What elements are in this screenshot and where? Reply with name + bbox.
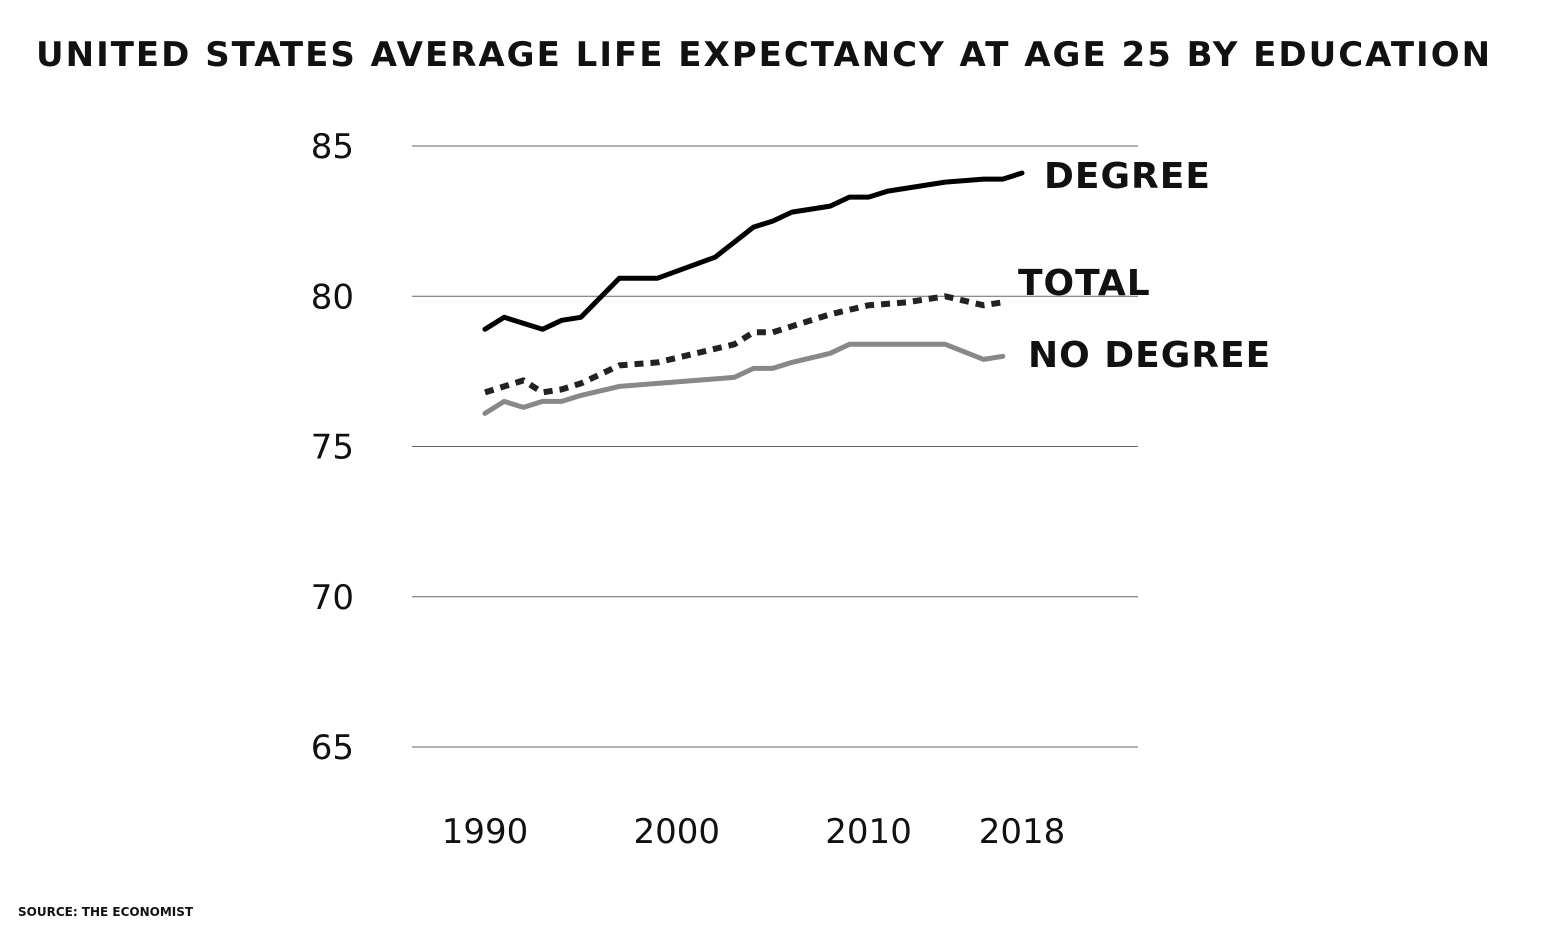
x-tick-label: 2010 [825,812,912,852]
y-tick-label: 70 [311,578,354,618]
y-tick-label: 85 [311,127,354,167]
x-tick-label: 1990 [442,812,529,852]
y-axis-tick-labels: 85 80 75 70 65 [311,127,354,768]
series-line-total [484,293,1004,396]
series-lines [482,170,1025,416]
x-axis-tick-labels: 1990 2000 2010 2018 [442,812,1066,852]
series-label: DEGREE [1044,156,1211,197]
series-label: NO DEGREE [1028,335,1271,376]
y-tick-label: 80 [311,277,354,317]
chart-title: UNITED STATES AVERAGE LIFE EXPECTANCY AT… [36,35,1492,75]
y-tick-label: 65 [311,728,354,768]
y-tick-label: 75 [311,428,354,468]
series-labels: DEGREE TOTAL NO DEGREE [1018,156,1271,376]
series-label: TOTAL [1018,263,1151,304]
series-line-degree [482,170,1025,332]
source-note: SOURCE: THE ECONOMIST [18,905,194,919]
gridlines [412,145,1138,748]
x-tick-label: 2000 [634,812,721,852]
x-tick-label: 2018 [979,812,1066,852]
series-line-no-degree [482,341,1006,416]
